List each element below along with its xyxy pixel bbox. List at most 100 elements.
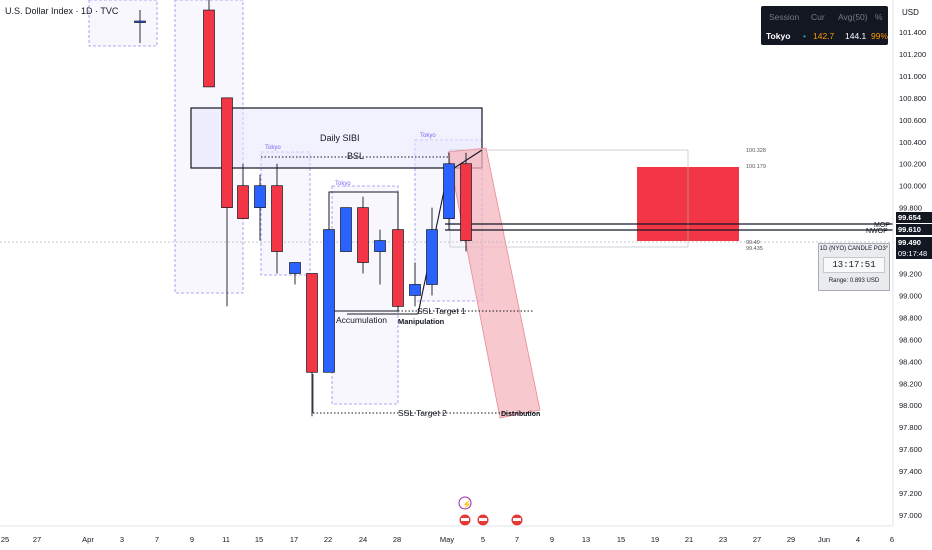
time-tick-label: 27 — [33, 535, 41, 544]
price-tick-label: 98.400 — [899, 357, 922, 366]
candle-body[interactable] — [392, 229, 404, 307]
price-tick-label: 97.800 — [899, 423, 922, 432]
candle-body[interactable] — [254, 185, 266, 208]
time-tick-label: 28 — [393, 535, 401, 544]
time-tick-label: 15 — [617, 535, 625, 544]
candle-body[interactable] — [271, 185, 283, 252]
price-tag-nwop[interactable]: 99.610 — [896, 224, 932, 235]
avg-header: Avg(50) — [838, 12, 868, 22]
tokyo-box — [260, 151, 311, 276]
pct-header: % — [875, 12, 883, 22]
candle-body[interactable] — [357, 207, 369, 263]
level-label: 100.179 — [746, 164, 766, 170]
price-tick-label: 100.000 — [899, 182, 926, 191]
countdown-range: Range: 0.893 USD — [828, 278, 880, 284]
time-tick-label: 7 — [515, 535, 519, 544]
daily-sibi-label: Daily SIBI — [320, 133, 360, 143]
event-icons[interactable]: ⚡ — [458, 496, 524, 527]
price-tick-label: 98.600 — [899, 335, 922, 344]
candle-body[interactable] — [340, 207, 352, 252]
countdown-time: 13:17:51 — [823, 257, 885, 273]
time-tick-label: 11 — [222, 535, 230, 544]
time-tick-label: 23 — [719, 535, 727, 544]
price-tick-label: 100.600 — [899, 116, 926, 125]
time-tick-label: 13 — [582, 535, 590, 544]
price-tick-label: 101.400 — [899, 28, 926, 37]
us-flag-icon — [461, 518, 469, 521]
annotations: Daily SIBI BSL Tokyo Tokyo Tokyo Accumul… — [265, 133, 890, 418]
time-tick-label: 22 — [324, 535, 332, 544]
tokyo-label: Tokyo — [265, 145, 281, 151]
price-tick-label: 101.000 — [899, 72, 926, 81]
candle-body[interactable] — [237, 185, 249, 219]
time-tick-label: 17 — [290, 535, 298, 544]
bsl-label: BSL — [347, 151, 364, 161]
distribution-label: Distribution — [501, 411, 540, 418]
symbol-title[interactable]: U.S. Dollar Index · 1D · TVC — [5, 6, 119, 16]
lightning-icon[interactable] — [458, 496, 472, 510]
price-tick-label: 99.200 — [899, 270, 922, 279]
lightning-icon: ⚡ — [462, 499, 472, 509]
candle-body[interactable] — [221, 97, 233, 208]
session-panel: Session Cur Avg(50) % Tokyo • 142.7 144.… — [761, 6, 888, 45]
candles-layer[interactable] — [134, 0, 472, 417]
price-axis[interactable]: 101.400 101.200 101.000 100.800 100.600 100.4… — [899, 28, 926, 520]
manipulation-label: Manipulation — [398, 317, 445, 326]
time-tick-label: 21 — [685, 535, 693, 544]
tokyo-label: Tokyo — [335, 181, 351, 187]
time-tick-label: 9 — [190, 535, 194, 544]
price-tick-label: 99.000 — [899, 291, 922, 300]
time-tick-label: 6 — [890, 535, 894, 544]
daily-sibi-zone[interactable] — [190, 107, 483, 169]
candle-body[interactable] — [374, 240, 386, 252]
mop-label: MOP — [874, 222, 890, 229]
candle-body[interactable] — [134, 20, 146, 23]
avg-value: 144.1 — [845, 31, 867, 41]
level-label: 99.435 — [746, 246, 763, 252]
price-tick-label: 97.200 — [899, 489, 922, 498]
time-tick-label: 15 — [255, 535, 263, 544]
price-tick-label: 97.000 — [899, 511, 922, 520]
time-tick-label: 27 — [753, 535, 761, 544]
level-label: 99.49 — [746, 240, 760, 246]
candle-body[interactable] — [443, 163, 455, 219]
accumulation-label: Accumulation — [336, 315, 387, 325]
session-name: Tokyo — [766, 31, 791, 41]
us-flag-icon — [513, 518, 521, 521]
tokyo-box — [88, 0, 158, 47]
drawing-layer — [0, 0, 894, 527]
price-tick-label: 97.600 — [899, 445, 922, 454]
price-tick-label: 97.400 — [899, 467, 922, 476]
tokyo-label: Tokyo — [420, 133, 436, 139]
time-tick-label: 9 — [550, 535, 554, 544]
time-tick-label: Jun — [818, 535, 830, 544]
candle-body[interactable] — [203, 9, 215, 88]
candle-body[interactable] — [306, 273, 318, 373]
currency-label[interactable]: USD — [902, 8, 919, 17]
time-tick-label: 5 — [481, 535, 485, 544]
candle-body[interactable] — [409, 284, 421, 296]
time-axis[interactable]: 25 27 Apr 3 7 9 11 15 17 22 24 28 May 5 7 9 13 15 19 21 23 27… — [1, 535, 894, 544]
nwop-label: NWOP — [866, 228, 888, 235]
price-tag-timer[interactable]: 09:17:48 — [896, 248, 932, 259]
price-tick-label: 99.800 — [899, 204, 922, 213]
candle-body[interactable] — [426, 229, 438, 285]
time-tick-label: Apr — [82, 535, 94, 544]
price-tick-label: 100.200 — [899, 160, 926, 169]
candle-body[interactable] — [460, 163, 472, 241]
ssl-target-1-label: SSL Target 1 — [417, 306, 466, 316]
price-tag-current[interactable]: 99.490 — [896, 237, 932, 248]
time-tick-label: 25 — [1, 535, 9, 544]
candle-body[interactable] — [323, 229, 335, 373]
price-tick-label: 98.000 — [899, 401, 922, 410]
status-dot: • — [803, 31, 806, 41]
price-tick-label: 101.200 — [899, 50, 926, 59]
candle-countdown: 1D (NYO) CANDLE PO3° 13:17:51 Range: 0.8… — [818, 243, 890, 291]
countdown-title: 1D (NYO) CANDLE PO3° — [819, 246, 889, 252]
price-tag-mop[interactable]: 99.654 — [896, 212, 932, 223]
time-tick-label: 3 — [120, 535, 124, 544]
candle-body[interactable] — [289, 262, 301, 274]
session-header: Session — [769, 12, 800, 22]
